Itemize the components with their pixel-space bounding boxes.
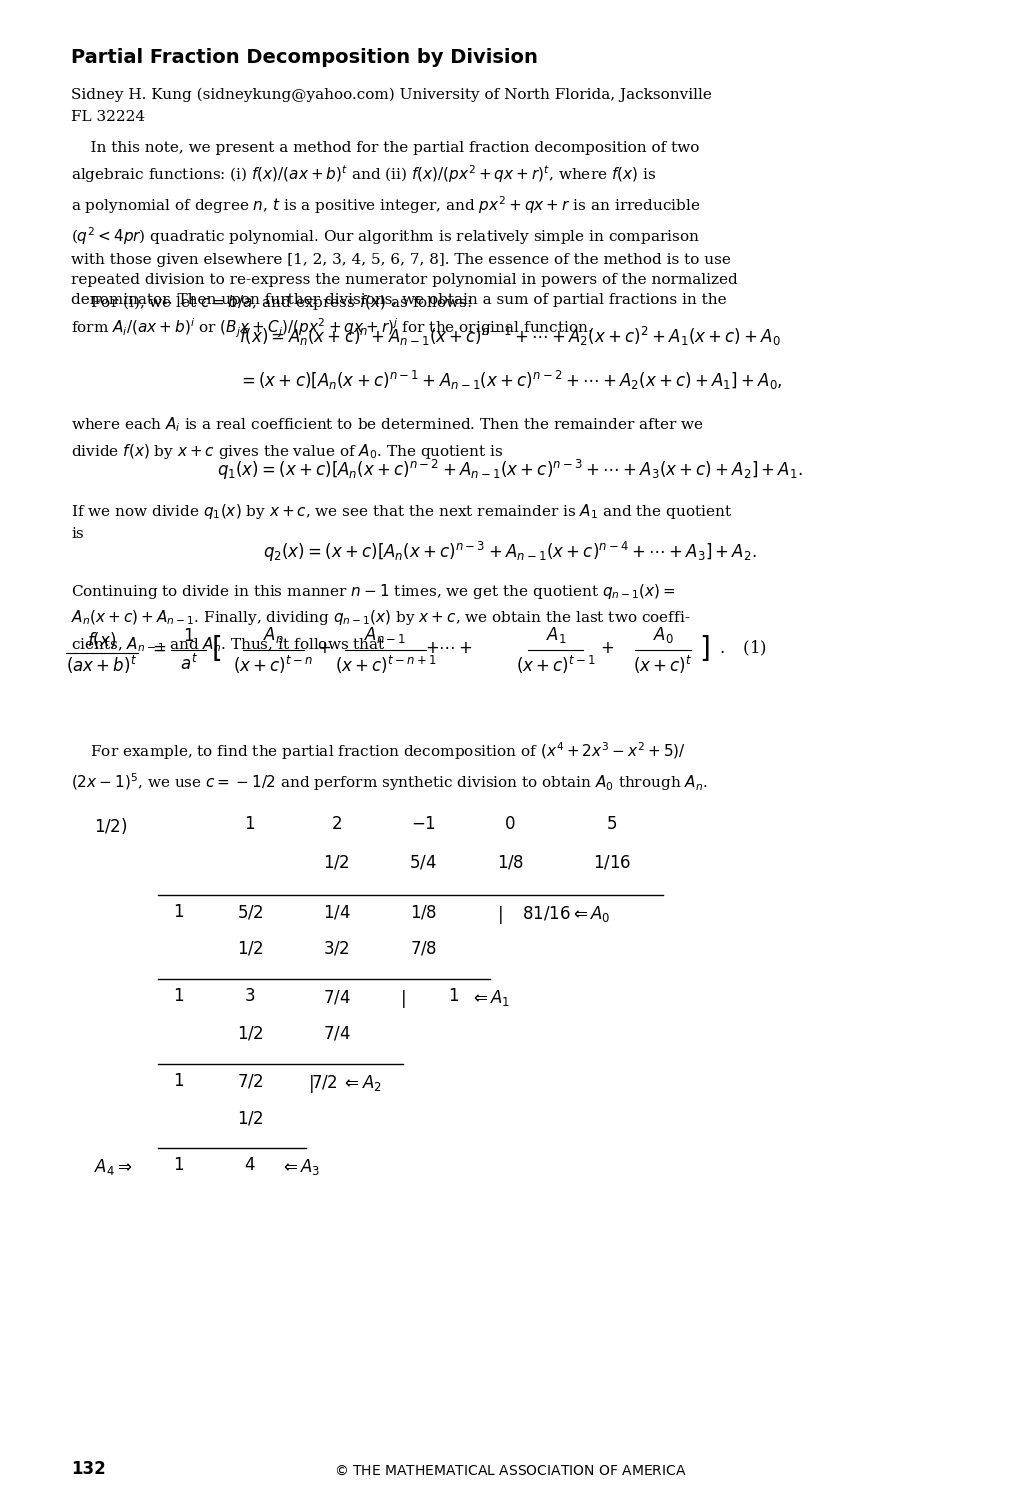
Text: $(ax+b)^t$: $(ax+b)^t$ xyxy=(66,654,138,677)
Text: $|$: $|$ xyxy=(496,904,502,926)
Text: $|$: $|$ xyxy=(399,988,406,1011)
Text: Partial Fraction Decomposition by Division: Partial Fraction Decomposition by Divisi… xyxy=(71,48,538,68)
Text: $1$: $1$ xyxy=(173,1073,183,1089)
Text: $1$: $1$ xyxy=(183,629,194,645)
Text: $7/4$: $7/4$ xyxy=(322,988,351,1006)
Text: $f(x)$: $f(x)$ xyxy=(88,630,116,650)
Text: $+\cdots+$: $+\cdots+$ xyxy=(425,639,472,657)
Text: $1/2$: $1/2$ xyxy=(236,1024,263,1043)
Text: $=$: $=$ xyxy=(149,639,167,657)
Text: $q_1(x) = (x+c)[A_n(x+c)^{n-2} + A_{n-1}(x+c)^{n-3} + \cdots + A_3(x+c) + A_2] +: $q_1(x) = (x+c)[A_n(x+c)^{n-2} + A_{n-1}… xyxy=(217,458,802,482)
Text: $5/4$: $5/4$ xyxy=(409,854,437,872)
Text: $(x+c)^{t-n}$: $(x+c)^{t-n}$ xyxy=(233,654,313,677)
Text: $7/4$: $7/4$ xyxy=(322,1024,351,1043)
Text: $A_0$: $A_0$ xyxy=(652,626,673,645)
Text: $(x+c)^{t-1}$: $(x+c)^{t-1}$ xyxy=(516,654,595,677)
Text: $1/2)$: $1/2)$ xyxy=(94,816,127,836)
Text: $A_4 \Rightarrow$: $A_4 \Rightarrow$ xyxy=(94,1157,132,1177)
Text: $A_{n-1}$: $A_{n-1}$ xyxy=(364,626,407,645)
Text: Continuing to divide in this manner $n-1$ times, we get the quotient $q_{n-1}(x): Continuing to divide in this manner $n-1… xyxy=(71,582,690,654)
Text: FL 32224: FL 32224 xyxy=(71,110,146,124)
Text: $1/4$: $1/4$ xyxy=(322,904,351,922)
Text: $81/16 \Leftarrow A_0$: $81/16 \Leftarrow A_0$ xyxy=(522,904,609,923)
Text: $q_2(x) = (x+c)[A_n(x+c)^{n-3} + A_{n-1}(x+c)^{n-4} + \cdots + A_3] + A_2.$: $q_2(x) = (x+c)[A_n(x+c)^{n-3} + A_{n-1}… xyxy=(263,539,756,564)
Text: $1$: $1$ xyxy=(173,988,183,1005)
Text: $1$: $1$ xyxy=(448,988,459,1005)
Text: $\left.\right]$: $\left.\right]$ xyxy=(698,633,708,663)
Text: $1/2$: $1/2$ xyxy=(236,940,263,958)
Text: $1/8$: $1/8$ xyxy=(410,904,436,922)
Text: $1/2$: $1/2$ xyxy=(236,1109,263,1127)
Text: $2$: $2$ xyxy=(331,816,341,833)
Text: $f(x) = A_n(x+c)^n + A_{n-1}(x+c)^{n-1} + \cdots + A_2(x+c)^2 + A_1(x+c) + A_0$: $f(x) = A_n(x+c)^n + A_{n-1}(x+c)^{n-1} … xyxy=(238,325,781,348)
Text: $7/2$: $7/2$ xyxy=(236,1073,263,1091)
Text: $7/2 \;\Leftarrow A_2$: $7/2 \;\Leftarrow A_2$ xyxy=(311,1073,382,1092)
Text: $A_1$: $A_1$ xyxy=(545,626,566,645)
Text: $(x+c)^t$: $(x+c)^t$ xyxy=(633,654,692,677)
Text: $1/2$: $1/2$ xyxy=(323,854,350,872)
Text: $|$: $|$ xyxy=(308,1073,314,1095)
Text: For (i), we let $c = b/a$, and express $f(x)$ as follows:: For (i), we let $c = b/a$, and express $… xyxy=(71,293,473,313)
Text: $5$: $5$ xyxy=(606,816,616,833)
Text: where each $A_i$ is a real coefficient to be determined. Then the remainder afte: where each $A_i$ is a real coefficient t… xyxy=(71,416,703,461)
Text: $A_n$: $A_n$ xyxy=(263,626,283,645)
Text: $1/16$: $1/16$ xyxy=(592,854,631,872)
Text: If we now divide $q_1(x)$ by $x+c$, we see that the next remainder is $A_1$ and : If we now divide $q_1(x)$ by $x+c$, we s… xyxy=(71,502,732,541)
Text: $4$: $4$ xyxy=(244,1157,256,1174)
Text: $7/8$: $7/8$ xyxy=(410,940,436,958)
Text: $+$: $+$ xyxy=(317,639,331,657)
Text: $0$: $0$ xyxy=(503,816,516,833)
Text: $\Leftarrow A_3$: $\Leftarrow A_3$ xyxy=(280,1157,320,1177)
Text: $+$: $+$ xyxy=(599,639,613,657)
Text: $.$ $\;$ (1): $.$ $\;$ (1) xyxy=(718,639,766,657)
Text: 132: 132 xyxy=(71,1460,106,1478)
Text: $3$: $3$ xyxy=(244,988,256,1005)
Text: $a^t$: $a^t$ xyxy=(179,654,198,674)
Text: $5/2$: $5/2$ xyxy=(236,904,263,922)
Text: $1$: $1$ xyxy=(173,1157,183,1174)
Text: $(x+c)^{t-n+1}$: $(x+c)^{t-n+1}$ xyxy=(334,654,436,677)
Text: $\copyright$ THE MATHEMATICAL ASSOCIATION OF AMERICA: $\copyright$ THE MATHEMATICAL ASSOCIATIO… xyxy=(333,1464,686,1478)
Text: $1$: $1$ xyxy=(245,816,255,833)
Text: For example, to find the partial fraction decomposition of $(x^4 + 2x^3 - x^2 + : For example, to find the partial fractio… xyxy=(71,740,707,793)
Text: $3/2$: $3/2$ xyxy=(323,940,350,958)
Text: $1/8$: $1/8$ xyxy=(496,854,523,872)
Text: $\left[\right.$: $\left[\right.$ xyxy=(211,633,221,663)
Text: $-1$: $-1$ xyxy=(411,816,435,833)
Text: Sidney H. Kung (sidneykung@yahoo.com) University of North Florida, Jacksonville: Sidney H. Kung (sidneykung@yahoo.com) Un… xyxy=(71,88,711,103)
Text: $1$: $1$ xyxy=(173,904,183,920)
Text: $= (x+c)[A_n(x+c)^{n-1} + A_{n-1}(x+c)^{n-2} + \cdots + A_2(x+c) + A_1] + A_0,$: $= (x+c)[A_n(x+c)^{n-1} + A_{n-1}(x+c)^{… xyxy=(237,369,782,391)
Text: In this note, we present a method for the partial fraction decomposition of two
: In this note, we present a method for th… xyxy=(71,141,738,340)
Text: $\Leftarrow A_1$: $\Leftarrow A_1$ xyxy=(469,988,510,1008)
